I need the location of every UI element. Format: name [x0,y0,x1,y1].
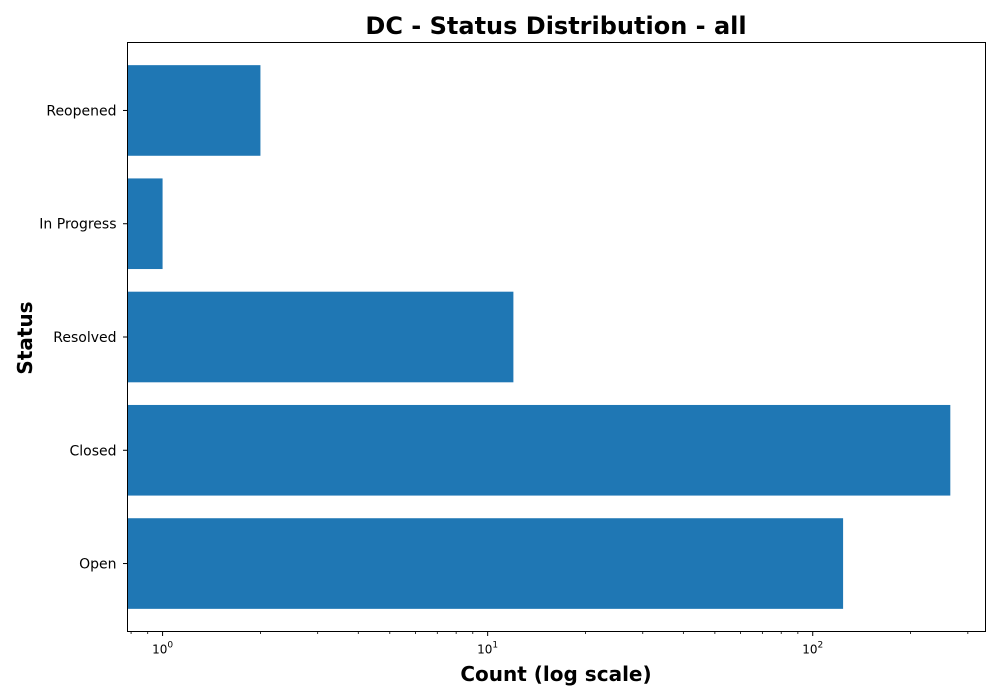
bar-open [127,518,844,609]
x-tick-label: 102 [802,641,823,657]
bar-closed [127,404,951,496]
x-axis: 100 101 102 [130,631,969,657]
x-tick-label: 100 [152,641,173,657]
bar-in-progress [127,178,163,270]
chart-title: DC - Status Distribution - all [365,12,746,40]
x-axis-label: Count (log scale) [460,662,651,686]
x-tick-label: 101 [477,641,498,657]
y-axis-label: Status [13,301,37,374]
y-tick-label: Resolved [53,330,116,346]
y-tick-label: Closed [69,443,116,459]
y-axis: Open Closed Resolved In Progress Reopened [39,103,128,573]
y-tick-label: Reopened [46,103,116,119]
y-tick-label: Open [79,557,116,573]
y-tick-label: In Progress [39,217,116,233]
bar-reopened [127,65,261,156]
bars-group [127,65,951,609]
bar-resolved [127,291,514,383]
